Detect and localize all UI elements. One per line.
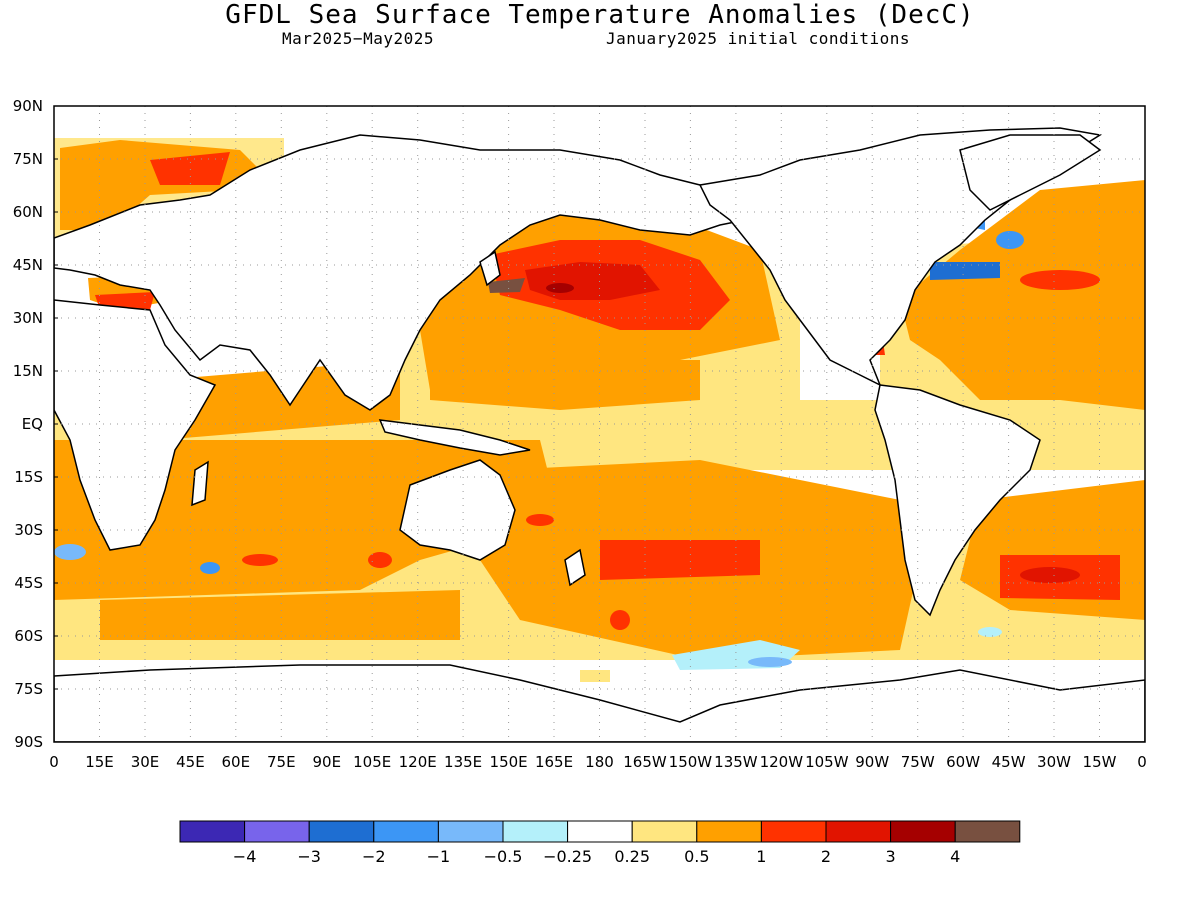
colorbar-label: 0.5: [684, 847, 709, 866]
continents: [54, 127, 1145, 742]
colorbar-label: −3: [297, 847, 321, 866]
colorbar-label: −0.25: [543, 847, 592, 866]
lon-label: 60W: [946, 753, 980, 771]
initial-conditions: January2025 initial conditions: [606, 29, 910, 48]
colorbar-label: −1: [427, 847, 451, 866]
colorbar-label: −4: [233, 847, 257, 866]
colorbar-swatch: [696, 820, 762, 843]
graticule: [54, 106, 1145, 742]
axis-ticks: [54, 105, 58, 743]
australia-landmass: [399, 459, 516, 561]
lon-label: 165E: [535, 753, 573, 771]
colorbar-label: 3: [886, 847, 896, 866]
lat-label: 30S: [14, 521, 43, 539]
lat-label: 45N: [13, 256, 43, 274]
madagascar-landmass: [191, 460, 209, 507]
lon-label: 75E: [267, 753, 296, 771]
colorbar-swatch: [502, 820, 569, 843]
lat-label: 15N: [13, 362, 43, 380]
lon-label: 150W: [669, 753, 713, 771]
colorbar-swatch: [631, 820, 698, 843]
colorbar-swatch: [567, 820, 633, 843]
lat-label: 90N: [13, 97, 43, 115]
lon-label: 30E: [131, 753, 160, 771]
colorbar-label: 2: [821, 847, 831, 866]
lon-label: 60E: [222, 753, 251, 771]
new-zealand-islands: [564, 548, 586, 587]
south-america-landmass: [874, 384, 1041, 617]
colorbar-label: 1: [756, 847, 766, 866]
lon-label: 30W: [1037, 753, 1071, 771]
colorbar-swatch: [760, 820, 827, 843]
lon-label: 0: [49, 753, 59, 771]
colorbar-label: 4: [950, 847, 960, 866]
lon-label: 105W: [805, 753, 849, 771]
colorbar-swatch: [308, 820, 375, 843]
lat-label: 90S: [14, 733, 43, 751]
lon-label: 150E: [490, 753, 528, 771]
forecast-period: Mar2025−May2025: [282, 29, 434, 48]
anomaly-gt-4-shading: [488, 278, 525, 293]
lon-label: 45E: [176, 753, 205, 771]
japan-islands: [479, 250, 501, 287]
lat-label: 75S: [14, 680, 43, 698]
colorbar-swatch: [437, 820, 504, 843]
lon-label: 90E: [313, 753, 342, 771]
lon-label: 75W: [901, 753, 935, 771]
lon-label: 120W: [760, 753, 804, 771]
lon-label: 120E: [399, 753, 437, 771]
lon-label: 135W: [714, 753, 758, 771]
colorbar-swatch: [954, 820, 1021, 843]
lon-label: 45W: [992, 753, 1026, 771]
lon-label: 0: [1137, 753, 1147, 771]
greenland-landmass: [959, 134, 1102, 211]
lat-label: EQ: [22, 415, 43, 433]
lat-label: 60S: [14, 627, 43, 645]
map-title: GFDL Sea Surface Temperature Anomalies (…: [225, 0, 975, 30]
lon-label: 135E: [444, 753, 482, 771]
colorbar-label: −2: [362, 847, 386, 866]
lon-label: 15E: [85, 753, 114, 771]
lon-label: 15W: [1083, 753, 1117, 771]
colorbar-labels: −4 −3 −2 −1 −0.5 −0.25 0.25 0.5 1 2 3 4: [233, 847, 960, 866]
lon-label: 165W: [623, 753, 667, 771]
colorbar-label: 0.25: [614, 847, 650, 866]
colorbar-swatch: [244, 820, 310, 843]
color-bar: [179, 820, 1021, 843]
sst-anomaly-map: [54, 106, 1145, 742]
latitude-labels: 90N 75N 60N 45N 30N 15N EQ 15S 30S 45S 6…: [13, 97, 43, 751]
lat-label: 75N: [13, 150, 43, 168]
lon-label: 105E: [353, 753, 391, 771]
lat-label: 60N: [13, 203, 43, 221]
longitude-labels: 0 15E 30E 45E 60E 75E 90E 105E 120E 135E…: [49, 753, 1147, 771]
lon-label: 180: [585, 753, 614, 771]
eurasia-landmass: [54, 134, 792, 411]
anomaly-3-4-shading: [546, 283, 574, 293]
colorbar-label: −0.5: [484, 847, 523, 866]
africa-landmass: [54, 299, 217, 551]
lat-label: 45S: [14, 574, 43, 592]
colorbar-swatch: [179, 820, 246, 843]
colorbar-swatch: [825, 820, 892, 843]
colorbar-swatch: [890, 820, 956, 843]
lon-label: 90W: [855, 753, 889, 771]
lat-label: 30N: [13, 309, 43, 327]
colorbar-swatch: [373, 820, 439, 843]
lat-label: 15S: [14, 468, 43, 486]
